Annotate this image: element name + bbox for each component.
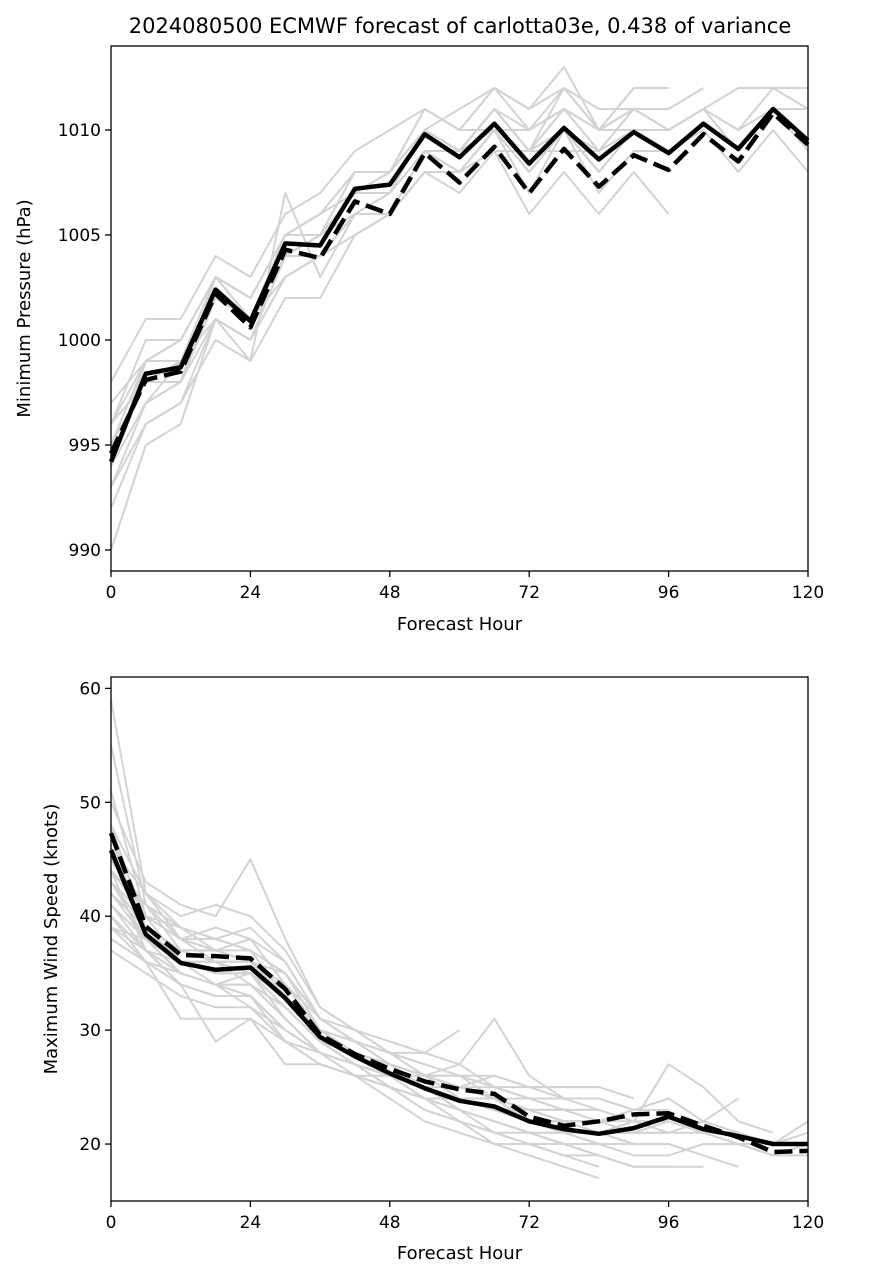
pressure-dashed-line xyxy=(108,110,810,455)
pressure-member-line-10 xyxy=(110,150,670,446)
pressure-y-tick-label: 1010 xyxy=(58,121,101,141)
wind-solid-line xyxy=(108,849,808,1147)
wind-x-tick-label: 0 xyxy=(106,1213,117,1233)
wind-member-line-16 xyxy=(110,847,635,1111)
wind-member-line-2 xyxy=(110,745,809,1145)
pressure-x-tick-label: 96 xyxy=(658,583,680,603)
wind-dashed-line xyxy=(108,832,809,1155)
wind-member-line-26 xyxy=(110,881,599,1134)
wind-y-tick-label: 20 xyxy=(79,1135,101,1155)
pressure-mean-series xyxy=(108,106,810,463)
wind-y-tick-label: 50 xyxy=(79,793,101,813)
pressure-solid-line xyxy=(108,106,810,463)
pressure-x-tick-label: 48 xyxy=(379,583,401,603)
pressure-plot-frame xyxy=(110,45,809,572)
pressure-member-line-5 xyxy=(110,87,704,383)
pressure-panel: 0 24 48 72 96 120 990 995 1000 1005 1010 Forecast… xyxy=(14,45,824,635)
wind-member-line-3 xyxy=(110,790,809,1145)
wind-x-axis: 0 24 48 72 96 120 xyxy=(106,1201,824,1233)
wind-panel: 0 24 48 72 96 120 20 30 40 50 60 Forecast Hour Ma… xyxy=(41,676,824,1264)
wind-plot-frame xyxy=(110,676,809,1202)
wind-member-line-31 xyxy=(110,915,599,1145)
wind-member-line-19 xyxy=(110,892,600,1111)
wind-x-tick-label: 120 xyxy=(792,1213,824,1233)
wind-x-tick-label: 96 xyxy=(658,1213,680,1233)
pressure-x-tick-label: 24 xyxy=(240,583,262,603)
pressure-ensemble-members xyxy=(110,66,809,551)
wind-member-line-11 xyxy=(110,915,669,1111)
wind-x-tick-label: 72 xyxy=(518,1213,540,1233)
wind-member-line-21 xyxy=(110,915,599,1111)
wind-y-axis: 20 30 40 50 60 xyxy=(79,679,111,1155)
pressure-y-axis-label: Minimum Pressure (hPa) xyxy=(14,199,35,417)
wind-member-line-8 xyxy=(110,881,704,1168)
pressure-x-axis: 0 24 48 72 96 120 xyxy=(106,571,824,603)
wind-member-line-7 xyxy=(110,870,739,1134)
pressure-member-line-16 xyxy=(110,108,669,425)
wind-ensemble-members xyxy=(110,699,809,1180)
wind-member-line-32 xyxy=(110,836,774,1134)
wind-member-line-25 xyxy=(110,858,600,1145)
wind-member-line-4 xyxy=(110,824,808,1157)
pressure-y-tick-label: 1000 xyxy=(58,331,101,351)
wind-y-tick-label: 40 xyxy=(79,907,101,927)
pressure-member-line-15 xyxy=(110,129,669,446)
pressure-x-tick-label: 72 xyxy=(518,583,540,603)
pressure-y-tick-label: 990 xyxy=(69,541,101,561)
wind-y-axis-label: Maximum Wind Speed (knots) xyxy=(41,804,62,1075)
wind-y-tick-label: 60 xyxy=(79,679,101,699)
wind-y-tick-label: 30 xyxy=(79,1021,101,1041)
wind-mean-series xyxy=(108,832,809,1155)
chart-title: 2024080500 ECMWF forecast of carlotta03e… xyxy=(129,14,792,38)
wind-member-line-20 xyxy=(110,904,599,1089)
wind-x-axis-label: Forecast Hour xyxy=(397,1243,523,1264)
pressure-y-tick-label: 995 xyxy=(69,436,101,456)
pressure-x-tick-label: 120 xyxy=(792,583,824,603)
pressure-member-line-7 xyxy=(110,129,670,467)
wind-x-tick-label: 24 xyxy=(240,1213,262,1233)
wind-x-tick-label: 48 xyxy=(379,1213,401,1233)
pressure-y-tick-label: 1005 xyxy=(58,226,101,246)
pressure-x-tick-label: 0 xyxy=(106,583,117,603)
pressure-y-axis: 990 995 1000 1005 1010 xyxy=(58,121,111,561)
wind-member-line-30 xyxy=(110,926,599,1145)
pressure-member-line-14 xyxy=(110,87,809,467)
wind-member-line-22 xyxy=(110,926,599,1123)
pressure-x-axis-label: Forecast Hour xyxy=(397,614,523,635)
pressure-member-line-6 xyxy=(110,108,669,446)
pressure-member-line-4 xyxy=(110,87,669,425)
